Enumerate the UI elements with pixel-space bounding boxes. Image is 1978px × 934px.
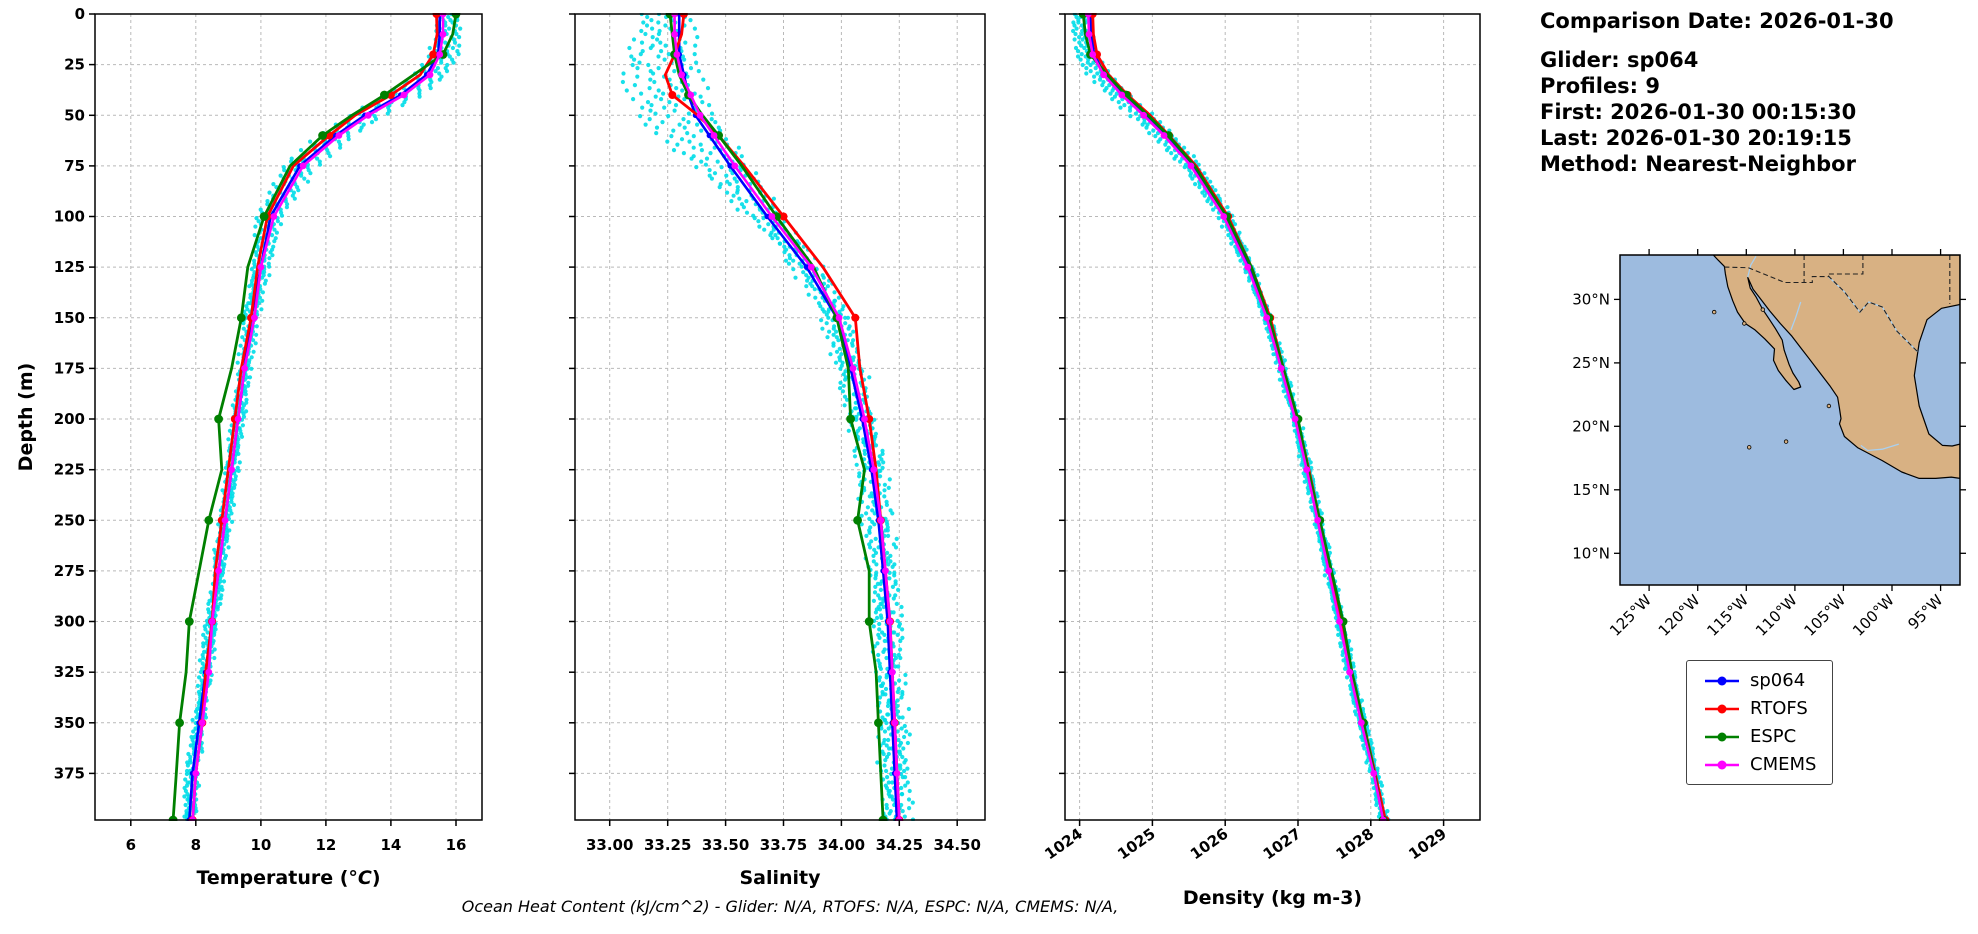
map-border-dashed [1724, 266, 1918, 352]
map-island [1760, 307, 1765, 312]
glider-name-text: Glider: sp064 [1540, 48, 1699, 72]
depth-ytick-label: 250 [54, 511, 85, 529]
temperature-axis-label: Temperature (°C) [196, 867, 380, 889]
salinity-xtick-label: 34.25 [876, 836, 923, 854]
salinity-xtick-label: 33.75 [760, 836, 807, 854]
map-lon-label: 120°W [1655, 591, 1704, 640]
temperature-xtick-label: 8 [191, 836, 201, 854]
map-island [1783, 439, 1789, 444]
salinity-axis-label: Salinity [739, 867, 821, 889]
map-lat-label: 30°N [1572, 290, 1610, 308]
map-lon-label: 110°W [1752, 591, 1801, 640]
temperature-xtick-label: 12 [315, 836, 336, 854]
depth-ytick-label: 150 [54, 309, 85, 327]
map-lat-label: 20°N [1572, 417, 1610, 435]
salinity-xtick-label: 33.50 [702, 836, 749, 854]
map-lat-label: 15°N [1572, 481, 1610, 499]
map-lon-label: 95°W [1904, 591, 1946, 633]
map-lon-label: 125°W [1606, 591, 1655, 640]
legend-entry-sp064: sp064 [1703, 670, 1816, 691]
temperature-xtick-label: 16 [446, 836, 467, 854]
method-text: Method: Nearest-Neighbor [1540, 152, 1856, 176]
map-border-dashed [1826, 255, 1864, 277]
last-profile-time-text: Last: 2026-01-30 20:19:15 [1540, 126, 1852, 150]
temperature-axes-frame [94, 13, 483, 821]
map-lon-label: 115°W [1703, 591, 1752, 640]
depth-ytick-label: 100 [54, 208, 85, 226]
profiles-count-text: Profiles: 9 [1540, 74, 1661, 98]
temperature-xtick-label: 14 [380, 836, 401, 854]
salinity-xtick-label: 34.00 [818, 836, 865, 854]
legend-label-CMEMS: CMEMS [1750, 754, 1817, 775]
temperature-chart: 6 8 10 12 14 16 0 25 50 75 100 125 150 175 200 225 250 27… [15, 5, 483, 889]
legend-line-sample-RTOFS [1705, 704, 1739, 713]
depth-ytick-label: 0 [75, 5, 85, 23]
salinity-chart: 33.00 33.25 33.50 33.75 34.00 34.25 34.50 Salin… [569, 13, 986, 889]
first-profile-time-text: First: 2026-01-30 00:15:30 [1540, 100, 1857, 124]
legend-line-sample-CMEMS [1705, 760, 1739, 769]
map-frame [1619, 254, 1961, 586]
legend-label-sp064: sp064 [1750, 670, 1806, 691]
legend-label-ESPC: ESPC [1750, 726, 1797, 747]
salinity-xtick-label: 33.25 [644, 836, 691, 854]
chart-legend: sp064 RTOFS ESPC CMEMS [1686, 660, 1834, 785]
comparison-date-text: Comparison Date: 2026-01-30 [1540, 9, 1894, 33]
temperature-xtick-label: 10 [250, 836, 271, 854]
salinity-xtick-label: 34.50 [933, 836, 980, 854]
density-axes-frame [1064, 13, 1481, 821]
info-spacer [1540, 34, 1894, 47]
legend-line-sample-ESPC [1705, 732, 1739, 741]
salinity-xtick-label: 33.00 [586, 836, 633, 854]
ohc-note-text: Ocean Heat Content (kJ/cm^2) - Glider: N… [461, 897, 1119, 916]
depth-ytick-label: 325 [54, 663, 85, 681]
depth-ytick-label: 350 [54, 714, 85, 732]
depth-ytick-label: 300 [54, 613, 85, 631]
legend-entry-ESPC: ESPC [1703, 726, 1816, 747]
map-lat-label: 10°N [1572, 544, 1610, 562]
depth-ytick-label: 25 [64, 56, 85, 74]
legend-entry-RTOFS: RTOFS [1703, 698, 1816, 719]
map-island [1742, 321, 1747, 326]
map-lon-label: 100°W [1849, 591, 1898, 640]
map-river [1790, 301, 1802, 331]
depth-ytick-label: 275 [54, 562, 85, 580]
map-island [1711, 309, 1717, 315]
legend-line-sample-sp064 [1705, 676, 1739, 685]
legend-entry-CMEMS: CMEMS [1703, 754, 1816, 775]
depth-ytick-label: 375 [54, 764, 85, 782]
depth-ytick-label: 225 [54, 461, 85, 479]
map-lat-label: 25°N [1572, 354, 1610, 372]
depth-ytick-label: 75 [64, 157, 85, 175]
map-river [1747, 255, 1757, 278]
map-group: 30°N 25°N 20°N 15°N 10°N 125°W 120°W 115°W 110°W… [1572, 249, 1966, 640]
salinity-axes-frame [574, 13, 986, 821]
temperature-xtick-label: 6 [126, 836, 136, 854]
depth-ytick-label: 200 [54, 410, 85, 428]
map-island [1746, 445, 1752, 450]
map-island [1826, 403, 1832, 409]
depth-ytick-label: 50 [64, 106, 85, 124]
depth-ytick-label: 175 [54, 359, 85, 377]
density-axis-label: Density (kg m-3) [1183, 887, 1362, 909]
map-lon-label: 105°W [1800, 591, 1849, 640]
map-river [1860, 443, 1899, 452]
depth-ytick-label: 125 [54, 258, 85, 276]
comparison-info-block: Comparison Date: 2026-01-30 Glider: sp06… [1540, 8, 1894, 177]
legend-label-RTOFS: RTOFS [1750, 698, 1808, 719]
map-land-mexico [1712, 255, 1960, 479]
depth-axis-label: Depth (m) [15, 363, 37, 472]
